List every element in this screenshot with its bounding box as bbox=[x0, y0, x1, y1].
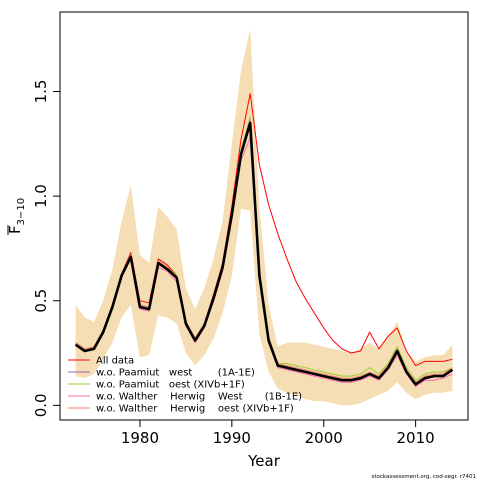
x-tick-label: 2000 bbox=[305, 429, 343, 447]
series-lines bbox=[74, 93, 454, 387]
y-tick-label: 1.5 bbox=[32, 80, 50, 104]
y-axis-title-sub: 3−10 bbox=[16, 198, 27, 225]
x-tick-label: 2010 bbox=[397, 429, 435, 447]
legend-label-paamiut-oest: w.o. Paamiut oest (XIVb+1F) bbox=[96, 380, 245, 391]
y-axis: 0.0 0.5 1.0 1.5 bbox=[32, 80, 60, 417]
y-tick-label: 1.0 bbox=[32, 184, 50, 208]
y-tick-label: 0.0 bbox=[32, 393, 50, 417]
y-axis-title-main: F bbox=[6, 225, 24, 234]
band-area bbox=[75, 28, 453, 406]
x-axis: 1980 1990 2000 2010 bbox=[121, 420, 435, 447]
legend-label-walther-oest: w.o. Walther Herwig oest (XIVb+1F) bbox=[96, 404, 294, 415]
legend-label-paamiut-west: w.o. Paamiut west (1A-1E) bbox=[96, 368, 255, 379]
series-line-base bbox=[74, 121, 454, 386]
legend-label-all-data: All data bbox=[96, 356, 134, 367]
footnote: stockassessment.org, cod-segr. r7401 bbox=[372, 474, 476, 480]
x-tick-label: 1980 bbox=[121, 429, 159, 447]
x-tick-label: 1990 bbox=[213, 429, 251, 447]
confidence-band bbox=[75, 28, 453, 406]
y-tick-label: 0.5 bbox=[32, 289, 50, 313]
x-axis-title: Year bbox=[247, 452, 281, 470]
svg-text:F3−10: F3−10 bbox=[6, 198, 27, 234]
legend-label-walther-west: w.o. Walther Herwig West (1B-1E) bbox=[96, 392, 302, 403]
plot-frame bbox=[59, 11, 469, 421]
y-axis-title: F3−10 bbox=[6, 198, 27, 235]
